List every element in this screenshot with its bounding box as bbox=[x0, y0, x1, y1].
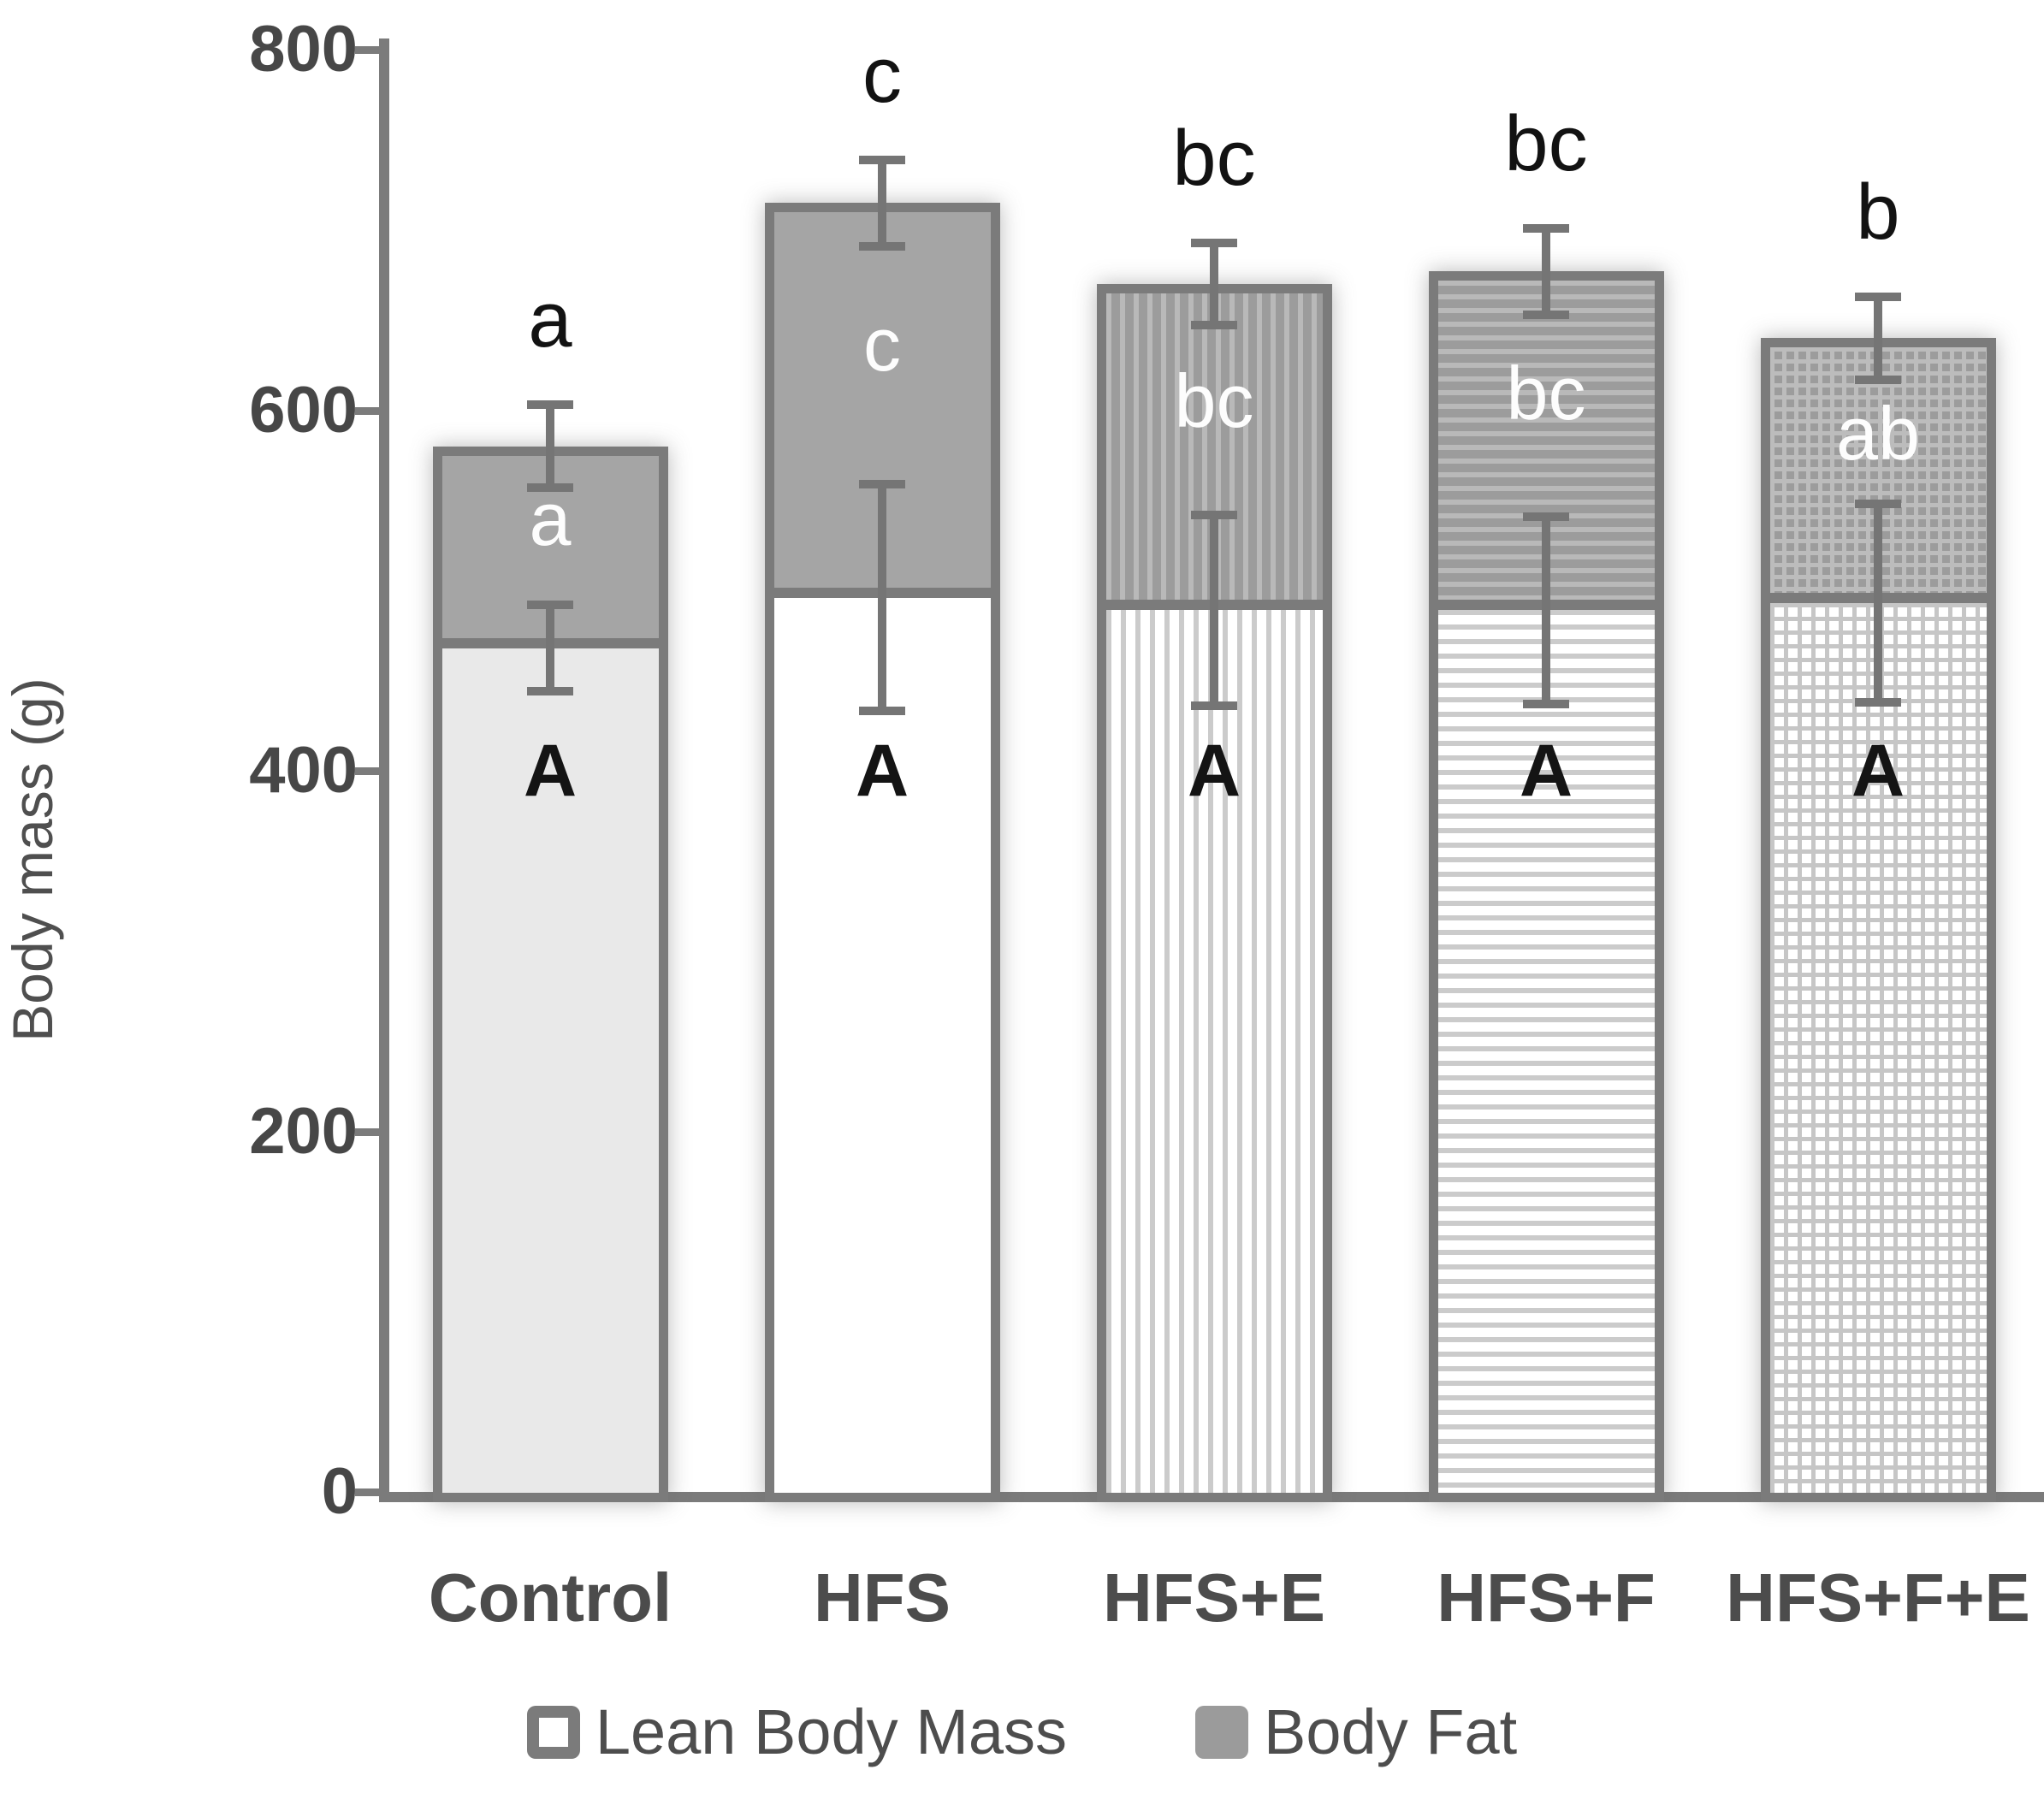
sig-letter-body-fat: bc bbox=[1506, 350, 1586, 435]
lean-error-cap-bottom bbox=[1191, 701, 1237, 711]
category-label-hfs-e: HFS+E bbox=[1102, 1559, 1326, 1636]
legend-label-body-fat: Body Fat bbox=[1264, 1696, 1518, 1767]
lean-body-mass-segment bbox=[773, 597, 991, 1493]
lean-error-bar bbox=[878, 483, 886, 712]
y-tick-label: 0 bbox=[321, 1455, 358, 1528]
category-label-hfs-f-e: HFS+F+E bbox=[1726, 1559, 2030, 1636]
lean-body-mass-segment bbox=[1769, 602, 1987, 1493]
sig-letter-above-bar: bc bbox=[1172, 114, 1256, 202]
total-error-cap-top bbox=[1523, 223, 1569, 233]
sig-letter-body-fat: bc bbox=[1174, 358, 1254, 444]
y-tick-mark bbox=[355, 46, 384, 54]
legend-item-body-fat: Body Fat bbox=[1195, 1696, 1517, 1768]
y-tick-mark bbox=[355, 1127, 384, 1136]
lean-error-cap-top bbox=[859, 479, 905, 488]
y-tick-label: 800 bbox=[249, 13, 358, 86]
lean-error-cap-top bbox=[1855, 500, 1901, 509]
sig-letter-above-bar: b bbox=[1856, 168, 1900, 256]
y-tick-label: 400 bbox=[249, 734, 358, 807]
lean-error-cap-bottom bbox=[1523, 700, 1569, 709]
sig-letter-lean-mass: A bbox=[523, 730, 578, 812]
total-error-cap-top bbox=[527, 400, 573, 410]
category-label-hfs-f: HFS+F bbox=[1437, 1559, 1656, 1636]
lean-error-cap-top bbox=[1523, 512, 1569, 521]
sig-letter-lean-mass: A bbox=[855, 730, 909, 812]
total-error-cap-bottom bbox=[1191, 321, 1237, 330]
sig-letter-lean-mass: A bbox=[1187, 730, 1241, 812]
total-error-bar bbox=[1542, 228, 1550, 315]
category-label-hfs: HFS bbox=[814, 1559, 951, 1636]
sig-letter-above-bar: a bbox=[528, 276, 572, 364]
bar-control bbox=[432, 446, 668, 1502]
total-error-cap-bottom bbox=[1523, 310, 1569, 319]
total-error-bar bbox=[1874, 296, 1882, 380]
body-fat-segment bbox=[1437, 281, 1655, 611]
y-tick-mark bbox=[355, 1488, 384, 1496]
total-error-bar bbox=[1210, 242, 1218, 326]
y-tick-mark bbox=[355, 406, 384, 415]
y-axis-title: Body mass (g) bbox=[1, 678, 64, 1042]
legend: Lean Body Mass Body Fat bbox=[0, 1696, 2044, 1768]
lean-body-mass-segment bbox=[1105, 610, 1323, 1493]
lean-body-mass-swatch-icon bbox=[526, 1705, 580, 1759]
bar-hfs-f-e bbox=[1760, 338, 1996, 1502]
y-tick-label: 200 bbox=[249, 1094, 358, 1168]
bar-hfs bbox=[764, 203, 1000, 1502]
total-error-bar bbox=[546, 405, 554, 488]
lean-error-bar bbox=[1542, 516, 1550, 704]
body-fat-segment bbox=[1105, 293, 1323, 611]
lean-error-cap-top bbox=[1191, 510, 1237, 519]
y-tick-label: 600 bbox=[249, 373, 358, 447]
total-error-cap-bottom bbox=[527, 483, 573, 493]
lean-error-cap-bottom bbox=[859, 707, 905, 716]
lean-error-cap-bottom bbox=[527, 687, 573, 696]
lean-error-bar bbox=[1210, 514, 1218, 707]
lean-error-bar bbox=[546, 605, 554, 692]
lean-body-mass-segment bbox=[1437, 610, 1655, 1493]
sig-letter-lean-mass: A bbox=[1851, 730, 1905, 812]
y-tick-mark bbox=[355, 767, 384, 775]
y-axis-spine bbox=[379, 38, 389, 1502]
total-error-cap-top bbox=[1855, 292, 1901, 301]
legend-label-lean-body-mass: Lean Body Mass bbox=[595, 1696, 1068, 1767]
legend-item-lean-body-mass: Lean Body Mass bbox=[526, 1696, 1068, 1768]
sig-letter-above-bar: c bbox=[862, 31, 902, 119]
sig-letter-lean-mass: A bbox=[1519, 730, 1573, 812]
sig-letter-body-fat: ab bbox=[1836, 390, 1920, 476]
sig-letter-above-bar: bc bbox=[1504, 99, 1588, 187]
sig-letter-body-fat: a bbox=[529, 476, 572, 561]
lean-error-bar bbox=[1874, 504, 1882, 702]
body-fat-swatch-icon bbox=[1195, 1705, 1249, 1759]
lean-error-cap-bottom bbox=[1855, 697, 1901, 707]
total-error-cap-top bbox=[1191, 238, 1237, 247]
lean-error-cap-top bbox=[527, 601, 573, 610]
bar-hfs-e bbox=[1096, 283, 1332, 1502]
sig-letter-body-fat: c bbox=[863, 302, 901, 388]
total-error-cap-bottom bbox=[859, 241, 905, 251]
lean-body-mass-segment bbox=[441, 648, 659, 1493]
total-error-cap-top bbox=[859, 155, 905, 164]
bar-hfs-f bbox=[1428, 271, 1664, 1502]
category-label-control: Control bbox=[428, 1559, 672, 1636]
total-error-bar bbox=[878, 159, 886, 246]
total-error-cap-bottom bbox=[1855, 375, 1901, 384]
